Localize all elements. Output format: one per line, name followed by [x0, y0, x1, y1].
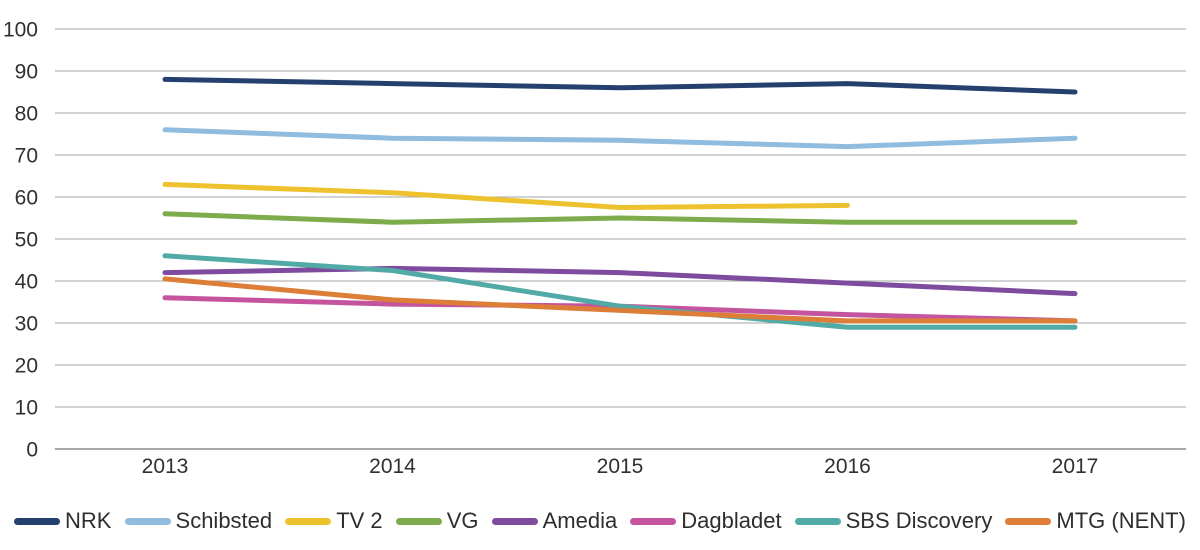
legend-item-schibsted: Schibsted	[124, 508, 273, 533]
y-tick-label: 10	[15, 397, 38, 420]
y-tick-label: 0	[26, 439, 38, 462]
legend-label-vg: VG	[446, 508, 479, 533]
series-line-tv-2	[162, 181, 850, 210]
y-tick-label: 70	[15, 145, 38, 168]
legend-swatch-vg	[395, 517, 442, 525]
chart-legend: NRK Schibsted TV 2 VG Amedia Dagbladet SBS Dis…	[0, 492, 1200, 550]
legend-swatch-schibsted	[124, 517, 171, 525]
legend-swatch-nrk	[14, 517, 60, 525]
legend-swatch-dagbladet	[630, 517, 677, 525]
series-line-mtg-nent	[162, 276, 1078, 324]
y-tick-label: 90	[15, 61, 38, 84]
series-line-vg	[162, 211, 1078, 225]
legend-item-sbs-discovery: SBS Discovery	[794, 508, 993, 533]
x-tick-label: 2016	[824, 455, 871, 478]
legend-label-nrk: NRK	[65, 508, 112, 533]
x-tick-label: 2014	[369, 455, 416, 478]
y-tick-label: 50	[15, 229, 38, 252]
legend-item-tv-2: TV 2	[285, 508, 383, 533]
y-tick-label: 80	[15, 103, 38, 126]
legend-item-mtg-nent: MTG (NENT)	[1005, 510, 1186, 532]
legend-label-schibsted: Schibsted	[175, 508, 273, 533]
x-tick-label: 2015	[597, 455, 644, 478]
y-tick-label: 40	[15, 271, 38, 294]
legend-item-dagbladet: Dagbladet	[630, 508, 782, 533]
legend-item-amedia: Amedia	[491, 508, 618, 533]
legend-swatch-sbs-discovery	[794, 517, 841, 525]
legend-item-nrk: NRK	[14, 510, 111, 532]
legend-swatch-tv-2	[285, 517, 332, 525]
y-tick-label: 20	[15, 355, 38, 378]
legend-label-tv-2: TV 2	[336, 508, 383, 533]
y-tick-label: 100	[3, 19, 38, 42]
legend-label-sbs-discovery: SBS Discovery	[845, 508, 993, 533]
y-tick-label: 30	[15, 313, 38, 336]
plot-area: 0 10 20 30 40 50 60 70 80 90 100 2013 2014 2015 2016 20…	[3, 19, 1186, 478]
y-tick-label: 60	[15, 187, 38, 210]
x-tick-label: 2013	[142, 455, 189, 478]
series-line-amedia	[162, 265, 1078, 297]
x-tick-label: 2017	[1052, 455, 1099, 478]
series-line-sbs-discovery	[162, 253, 1078, 330]
legend-swatch-amedia	[491, 517, 538, 525]
legend-label-dagbladet: Dagbladet	[681, 508, 782, 533]
legend-item-vg: VG	[395, 508, 479, 533]
series-line-schibsted	[162, 127, 1078, 150]
legend-label-mtg-nent: MTG (NENT)	[1056, 508, 1186, 533]
series-line-nrk	[162, 76, 1078, 95]
legend-label-amedia: Amedia	[542, 508, 618, 533]
legend-swatch-mtg-nent	[1005, 517, 1052, 525]
